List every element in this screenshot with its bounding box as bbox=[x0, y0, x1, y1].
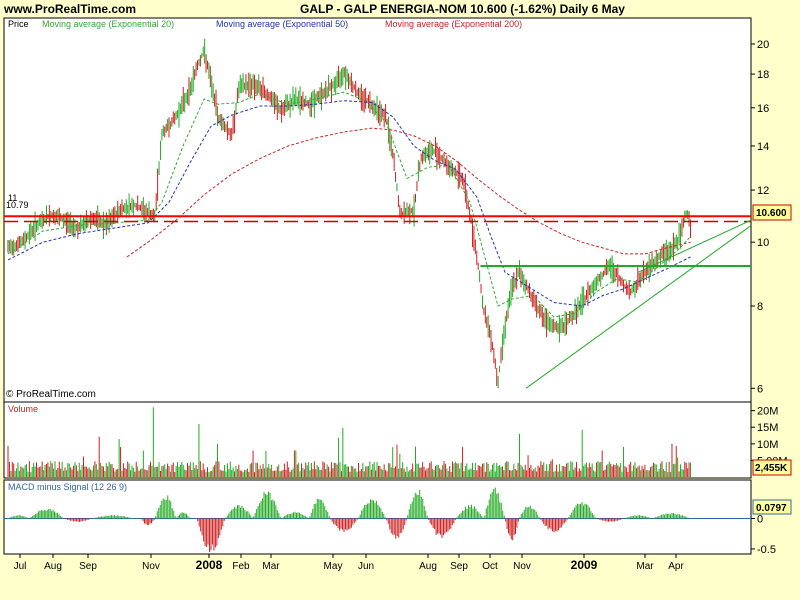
level-label-11: 11 bbox=[8, 193, 17, 203]
x-tick-label: Nov bbox=[142, 561, 160, 572]
site-name[interactable]: www.ProRealTime.com bbox=[4, 2, 137, 16]
x-tick-label: Sep bbox=[450, 561, 468, 572]
price-ytick-label: 10 bbox=[757, 237, 769, 249]
x-tick-label: Aug bbox=[419, 561, 437, 572]
macd-ytick-label: 0 bbox=[757, 514, 763, 526]
legend-ema20: Moving average (Exponential 20) bbox=[42, 19, 174, 29]
watermark: © ProRealTime.com bbox=[6, 389, 96, 400]
x-tick-label: Mar bbox=[636, 561, 654, 572]
macd-label: MACD minus Signal (12 26 9) bbox=[8, 482, 127, 492]
x-tick-label: Apr bbox=[668, 561, 684, 572]
x-tick-label: Nov bbox=[513, 561, 531, 572]
trendline-upper bbox=[637, 219, 752, 273]
volume-label: Volume bbox=[8, 404, 38, 414]
x-tick-label: May bbox=[324, 561, 343, 572]
price-label: Price bbox=[8, 19, 29, 29]
last-price-value: 10.600 bbox=[756, 208, 787, 219]
x-tick-label: Aug bbox=[44, 561, 62, 572]
price-ytick-label: 18 bbox=[757, 69, 769, 81]
price-ytick-label: 12 bbox=[757, 185, 769, 197]
price-panel bbox=[3, 17, 752, 403]
x-tick-label: Sep bbox=[79, 561, 97, 572]
ema200-line bbox=[126, 127, 691, 258]
legend-ema50: Moving average (Exponential 50) bbox=[216, 19, 348, 29]
volume-ytick-label: 10M bbox=[757, 439, 778, 451]
volume-ytick-label: 20M bbox=[757, 406, 778, 418]
level-label-1079: 10.79 bbox=[6, 200, 29, 210]
x-tick-label: Feb bbox=[232, 561, 250, 572]
macd-last-value: 0.0797 bbox=[756, 503, 787, 514]
price-ytick-label: 6 bbox=[757, 383, 763, 395]
last-price-box bbox=[752, 204, 792, 221]
ema50-line bbox=[7, 100, 691, 307]
x-tick-label: Mar bbox=[262, 561, 280, 572]
price-ytick-label: 14 bbox=[757, 141, 769, 153]
trendline bbox=[525, 225, 752, 389]
chart-header: www.ProRealTime.com GALP - GALP ENERGIA-… bbox=[0, 0, 800, 18]
chart-title: GALP - GALP ENERGIA-NOM 10.600 (-1.62%) … bbox=[300, 2, 625, 16]
price-ytick-label: 20 bbox=[757, 39, 769, 51]
volume-ytick-label: 15M bbox=[757, 422, 778, 434]
x-tick-label: 2008 bbox=[196, 558, 223, 572]
x-tick-label: Oct bbox=[482, 561, 498, 572]
macd-ytick-label: -0.5 bbox=[757, 544, 776, 556]
volume-last-box bbox=[752, 459, 792, 476]
x-tick-label: Jul bbox=[14, 561, 27, 572]
macd-last-box bbox=[752, 499, 792, 515]
ema20-line bbox=[7, 91, 691, 318]
legend-ema200: Moving average (Exponential 200) bbox=[385, 19, 522, 29]
volume-last-value: 2,455K bbox=[755, 463, 788, 474]
x-tick-label: 2009 bbox=[571, 558, 598, 572]
price-ytick-label: 8 bbox=[757, 301, 763, 313]
price-ytick-label: 16 bbox=[757, 103, 769, 115]
x-tick-label: Jun bbox=[358, 561, 374, 572]
